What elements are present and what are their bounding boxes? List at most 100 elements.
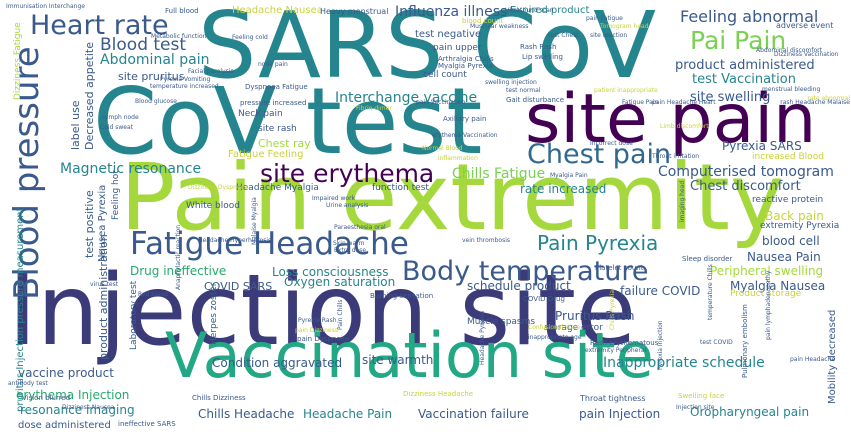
word: Chest pain xyxy=(527,139,672,170)
word: Swelling face xyxy=(678,392,725,400)
word: Chills Pyrexia xyxy=(609,289,616,330)
word: COVID SARS xyxy=(204,280,273,293)
word: pain lymphadenopathy xyxy=(765,270,772,340)
word: Drug ineffective xyxy=(130,264,227,278)
word: White blood xyxy=(186,201,240,211)
word: Headache Myalgia xyxy=(236,183,319,193)
word: rate increased xyxy=(520,182,607,196)
word: Loss consciousness xyxy=(272,265,389,279)
word: Axillary pain xyxy=(443,115,487,123)
word: Dizziness Vaccination xyxy=(774,51,839,58)
word: Injection site xyxy=(676,404,715,411)
word: Dizziness Dyspnoea xyxy=(188,184,248,191)
word: blood cell xyxy=(762,234,820,248)
word: pain Dyspnoea xyxy=(297,335,350,343)
word: Product storage xyxy=(730,289,802,299)
word: Throat irritation xyxy=(652,153,700,160)
word: Dyspnoea Fatigue xyxy=(245,83,308,91)
word: temperature increased xyxy=(150,83,219,90)
word: Myalgia Pain xyxy=(550,172,588,179)
word: Vaccination failure xyxy=(418,407,529,421)
word: Burning sensation xyxy=(370,292,434,300)
word: rate abnormal xyxy=(807,95,850,102)
word: Myalgia Nausea xyxy=(730,279,826,293)
word: virus test xyxy=(90,281,119,288)
word: Nausea Pain xyxy=(747,250,821,264)
word: Abdominal discomfort xyxy=(756,47,822,54)
word: Pyrexia Vomiting xyxy=(160,76,211,83)
word: reactive protein xyxy=(752,195,824,205)
word: resonance imaging xyxy=(20,403,135,417)
word: storage error xyxy=(544,323,603,333)
word: site reaction xyxy=(590,32,628,39)
word: Dizziness Fatigue xyxy=(13,22,23,100)
word: Heavy menstrual xyxy=(320,7,389,16)
word: rash Headache Malaise xyxy=(780,99,850,106)
word: Pulmonary embolism xyxy=(741,304,749,378)
word: pain Headache Heart xyxy=(652,99,716,106)
word: Rash erythematous xyxy=(590,339,659,347)
word: Impaired work xyxy=(312,195,356,202)
word: Gait disturbance xyxy=(506,96,565,104)
word: Incorrect dose xyxy=(590,140,633,147)
word: Pai Pain xyxy=(690,26,787,55)
word: test COVID xyxy=(700,339,733,346)
word: site pain xyxy=(525,80,817,159)
word: Back pain xyxy=(765,209,824,223)
word: Pruritus Rash xyxy=(555,309,635,323)
word: vaccine product xyxy=(18,366,114,380)
word: swelling injection xyxy=(485,79,537,86)
word: site rash xyxy=(258,124,297,134)
word: Muscle spasms xyxy=(467,317,536,327)
word: erythema Injection xyxy=(16,388,130,402)
word: Extra dose xyxy=(334,247,367,254)
word: test Chest xyxy=(548,32,579,39)
word: Pain Pyrexia xyxy=(537,231,659,255)
word: Pyrexia Rash xyxy=(298,317,337,324)
word: Red blood xyxy=(138,291,168,298)
word: test negative xyxy=(415,29,482,40)
word: Peripheral swelling xyxy=(710,264,824,278)
word: Condition aggravated xyxy=(212,356,343,370)
word: node pain xyxy=(258,61,288,68)
word: Body temperature xyxy=(402,256,649,287)
word: site pruritus xyxy=(118,70,185,83)
word: Inappropriate schedule xyxy=(603,355,765,371)
word: cell count xyxy=(423,70,467,80)
word: Interchange vaccine xyxy=(335,90,478,106)
word: extremity Pyrexia xyxy=(760,221,840,231)
word: ineffective SARS xyxy=(118,420,176,428)
word: Paraesthesia oral xyxy=(334,224,386,231)
word: Malaise Myalgia xyxy=(251,197,258,245)
word: failure COVID xyxy=(620,284,701,298)
word: pressure increased xyxy=(240,99,307,107)
word: Lymph node xyxy=(102,114,139,121)
word: Feeling cold xyxy=(232,34,268,41)
word: product administered xyxy=(675,58,815,73)
word: patient inappropriate xyxy=(594,87,658,94)
word: Headache Pyrexia xyxy=(479,310,486,365)
word: Full blood xyxy=(165,7,199,15)
word: Neck pain xyxy=(238,109,283,119)
word: product administration xyxy=(97,234,110,360)
word: Pain extremity xyxy=(120,144,785,251)
word: Skin warm xyxy=(333,240,365,247)
word: site warmth xyxy=(362,353,434,367)
word: Blood glucose xyxy=(135,98,177,105)
word: imaging head xyxy=(679,180,686,222)
word: Headache Pain xyxy=(303,407,393,421)
word: Facial paralysis xyxy=(188,68,234,75)
word: Headache Nausea xyxy=(232,5,323,16)
word: Pyrexia Injection xyxy=(657,320,664,370)
word: inflammation xyxy=(438,155,478,162)
word: schedule product xyxy=(467,279,571,293)
word: pain Dizziness xyxy=(295,327,338,334)
word: Heart rate xyxy=(30,10,169,41)
word: dose administered xyxy=(18,420,111,431)
word: Feeling hot xyxy=(111,170,121,220)
word: Pain Chills xyxy=(337,299,344,330)
word: Myalgia Pyrexia xyxy=(438,62,493,70)
word: pain Fatigue xyxy=(586,15,623,22)
word: Oropharyngeal pain xyxy=(690,405,810,419)
